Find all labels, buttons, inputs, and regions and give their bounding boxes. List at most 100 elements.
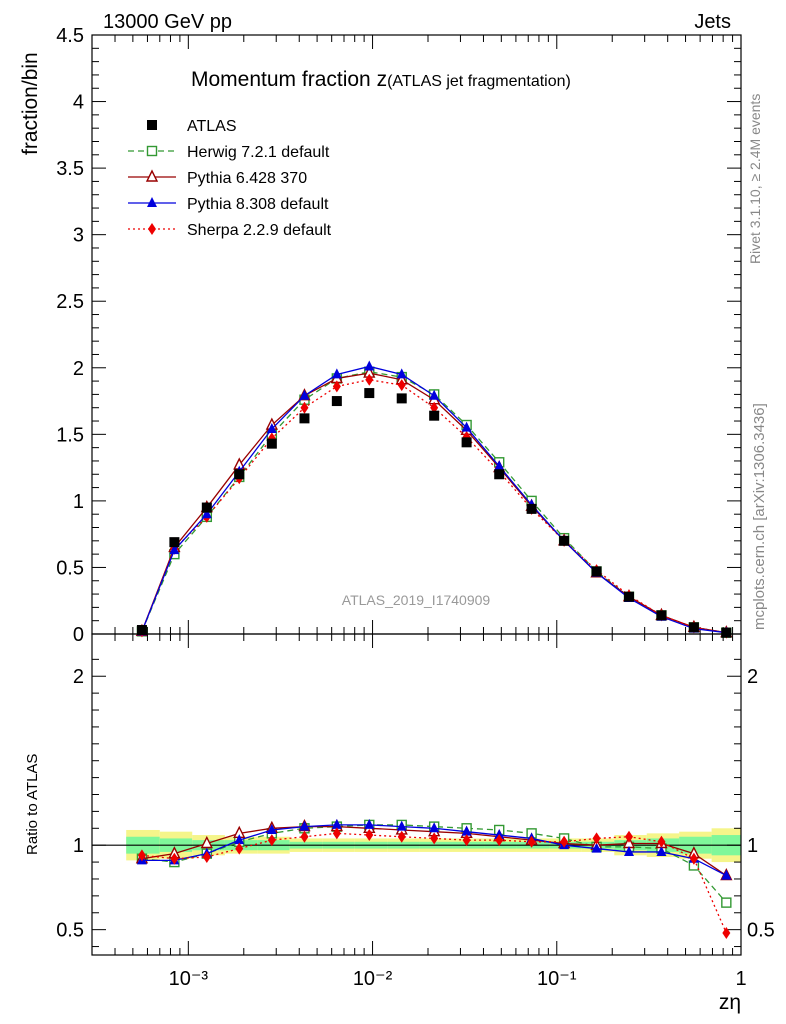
analysis-label: ATLAS_2019_I1740909 [342,592,491,608]
y-tick-label: 3 [73,225,84,247]
legend-label-pythia8: Pythia 8.308 default [187,196,329,213]
atlas-point [494,469,505,480]
sherpa-ratio-point [137,849,146,862]
x-tick-label: 10⁻¹ [537,968,577,990]
main-panel: 0 0.5 1 1.5 2 2.5 3 3.5 4 4.5 [56,25,742,646]
xlabel: zη [719,991,741,1014]
y-tick-label: 2 [73,358,84,380]
y-tick-label-right: 0.5 [747,920,775,942]
pythia8-point [396,368,407,379]
y-tick-label-right: 2 [747,666,758,688]
sherpa-point [365,373,374,386]
pythia8-point [331,368,342,379]
sherpa-ratio-point [300,830,309,843]
atlas-point [688,622,699,633]
axes-frame [91,633,742,956]
sherpa-ratio-point [170,852,179,865]
y-tick-label: 2.5 [56,291,84,313]
atlas-point [656,610,667,621]
atlas-point [234,469,245,480]
pythia8-point [169,544,180,555]
sherpa-ratio-point [657,835,666,848]
sherpa-point [300,401,309,414]
y-tick-label: 3.5 [56,158,84,180]
y-tick-label: 4.5 [56,25,84,47]
legend-label-herwig: Herwig 7.2.1 default [187,144,330,161]
pythia8-ratio-point [494,829,505,840]
y-tick-label: 4 [73,92,84,114]
ratio-panel: 10⁻³ 10⁻² 10⁻¹ 1 0.5 1 2 0.5 1 2 [56,633,775,990]
herwig-ratio-point [721,897,732,908]
legend-label-pythia6: Pythia 6.428 370 [187,170,307,187]
pythia8-ratio-point [461,825,472,836]
atlas-point [169,537,180,548]
sherpa-ratio-point [430,832,439,845]
y-tick-label-right: 1 [747,835,758,857]
atlas-point [331,396,342,407]
legend-marker-atlas [147,120,157,130]
atlas-point [299,413,310,424]
pythia8-point [429,389,440,400]
sherpa-ratio-point [624,830,633,843]
x-tick-label: 1 [735,968,746,990]
pythia8-point [494,460,505,471]
atlas-point [721,627,732,638]
sherpa-point [397,379,406,392]
pythia8-ratio-point [721,869,732,880]
pythia8-point [201,508,212,519]
pythia8-ratio-point [299,820,310,831]
pythia8-ratio-point [234,834,245,845]
atlas-point [623,591,634,602]
y-tick-label: 1 [73,491,84,513]
pythia8-ratio-point [396,820,407,831]
pythia8-ratio-point [331,818,342,829]
sherpa-ratio-point [332,827,341,840]
pythia8-ratio-point [266,823,277,834]
sherpa-ratio-point [527,835,536,848]
x-tick-label: 10⁻² [353,968,393,990]
y-tick-label: 0.5 [56,920,84,942]
sherpa-point [332,380,341,393]
main-title: Momentum fraction z(ATLAS jet fragmentat… [191,68,571,91]
header-left: 13000 GeV pp [103,11,232,33]
atlas-point [526,503,537,514]
sherpa-ratio-point [462,834,471,847]
rivet-label: Rivet 3.1.10, ≥ 2.4M events [747,94,763,264]
atlas-point [136,625,147,636]
pythia8-ratio-point [656,845,667,856]
main-title-sub: (ATLAS jet fragmentation) [387,73,571,90]
atlas-point [396,393,407,404]
sherpa-ratio-point [722,927,731,940]
y-tick-label: 2 [73,666,84,688]
main-ylabel: fraction/bin [19,52,42,155]
pythia6-ratio-point [200,835,213,849]
legend-marker-pythia6 [145,169,159,182]
sherpa-ratio-point [560,835,569,848]
pythia8-point [461,421,472,432]
y-tick-label: 1 [73,835,84,857]
legend-marker-sherpa [148,223,156,235]
sherpa-ratio-point [592,832,601,845]
sherpa-ratio-point [267,834,276,847]
atlas-point [429,410,440,421]
x-tick-label: 10⁻³ [169,968,209,990]
y-tick-label: 1.5 [56,424,84,446]
atlas-point [266,438,277,449]
y-tick-label: 0.5 [56,557,84,579]
legend-marker-herwig [146,145,158,157]
ratio-ylabel: Ratio to ATLAS [24,754,41,855]
main-title-text: Momentum fraction z [191,68,387,91]
pythia8-ratio-point [429,822,440,833]
pythia8-point [266,423,277,434]
sherpa-ratio-point [495,834,504,847]
atlas-point [461,437,472,448]
pythia8-ratio-point [364,818,375,829]
atlas-point [201,502,212,513]
legend-marker-pythia8 [147,197,157,207]
mcplots-label: mcplots.cern.ch [arXiv:1306.3436] [751,403,768,630]
pythia8-ratio-point [623,845,634,856]
legend: ATLAS Herwig 7.2.1 default Pythia 6.428 37… [128,118,332,239]
atlas-point [559,535,570,546]
atlas-point [364,388,375,399]
